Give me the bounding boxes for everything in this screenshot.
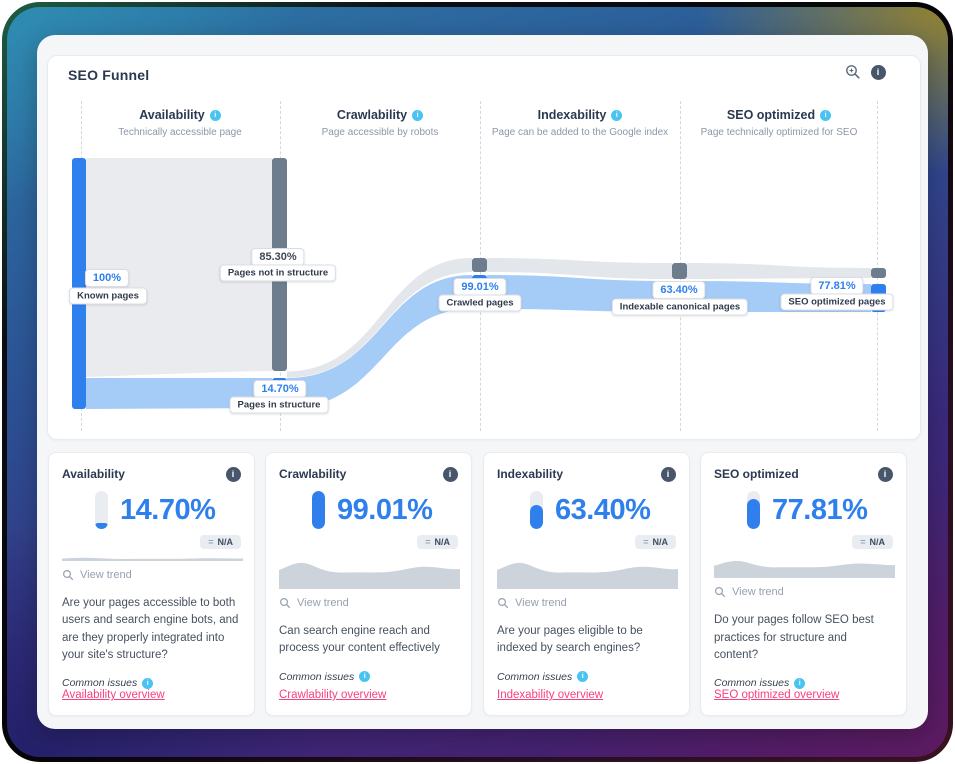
kpi-title: Availability xyxy=(62,467,125,481)
node-value-pages-in-structure: 14.70% xyxy=(253,380,307,398)
kpi-card-availability: Availability i 14.70% = N/A View trend Ar… xyxy=(48,452,255,716)
info-icon: i xyxy=(359,671,371,682)
common-issues[interactable]: Common issues i xyxy=(279,671,458,683)
kpi-title: SEO optimized xyxy=(714,467,799,481)
gauge-icon xyxy=(530,491,543,529)
kpi-card-seo-optimized: SEO optimized i 77.81% = N/A View trend D… xyxy=(700,452,907,716)
info-icon: i xyxy=(142,677,154,689)
kpi-value: 77.81% xyxy=(772,493,868,526)
magnifier-icon xyxy=(279,597,291,609)
magnifier-icon xyxy=(62,569,74,581)
info-icon[interactable]: i xyxy=(660,466,676,482)
column-header-indexability: Indexability i Page can be added to the G… xyxy=(491,108,669,138)
info-icon[interactable]: i xyxy=(225,466,241,482)
node-label-indexable-canonical-pages: Indexable canonical pages xyxy=(611,298,749,316)
trend-sparkline xyxy=(279,562,460,589)
kpi-description: Do your pages follow SEO best practices … xyxy=(714,614,874,661)
funnel-sankey-chart xyxy=(72,158,886,409)
info-icon[interactable]: i xyxy=(820,109,832,121)
kpi-card-crawlability: Crawlability i 99.01% = N/A View trend Ca… xyxy=(265,452,472,716)
node-label-pages-in-structure: Pages in structure xyxy=(229,396,329,414)
info-icon: i xyxy=(794,677,806,689)
view-trend-button[interactable]: View trend xyxy=(279,597,458,609)
node-label-crawled-pages: Crawled pages xyxy=(438,294,522,312)
common-issues[interactable]: Common issues i xyxy=(62,677,241,689)
dashboard-panel: SEO Funnel i Availa xyxy=(37,35,928,729)
funnel-toolbar: i xyxy=(845,64,886,80)
kpi-value: 14.70% xyxy=(120,493,216,526)
page-title: SEO Funnel xyxy=(68,67,150,83)
kpi-title: Indexability xyxy=(497,467,564,481)
info-icon[interactable]: i xyxy=(442,466,458,482)
common-issues[interactable]: Common issues i xyxy=(714,677,893,689)
kpi-value: 99.01% xyxy=(337,493,433,526)
common-issues[interactable]: Common issues i xyxy=(497,671,676,683)
column-header-seo-optimized: SEO optimized i Page technically optimize… xyxy=(700,108,858,138)
magnifier-icon xyxy=(497,597,509,609)
view-trend-button[interactable]: View trend xyxy=(714,586,893,598)
info-icon[interactable]: i xyxy=(611,109,623,121)
node-value-pages-not-in-structure: 85.30% xyxy=(251,248,305,266)
gauge-icon xyxy=(747,491,760,529)
info-icon[interactable]: i xyxy=(412,109,424,121)
trend-sparkline xyxy=(62,557,243,561)
node-label-pages-not-in-structure: Pages not in structure xyxy=(219,264,337,282)
view-trend-button[interactable]: View trend xyxy=(497,597,676,609)
overview-link[interactable]: Indexability overview xyxy=(497,689,604,701)
trend-sparkline xyxy=(714,560,895,579)
info-icon[interactable]: i xyxy=(209,109,221,121)
gauge-icon xyxy=(95,491,108,529)
overview-link[interactable]: Crawlability overview xyxy=(279,689,387,701)
trend-sparkline xyxy=(497,562,678,589)
column-header-availability: Availability i Technically accessible pag… xyxy=(118,108,242,138)
kpi-description: Are your pages accessible to both users … xyxy=(62,597,239,661)
node-label-known-pages: Known pages xyxy=(69,287,147,305)
node-label-seo-optimized-pages: SEO optimized pages xyxy=(780,293,894,311)
kpi-card-indexability: Indexability i 63.40% = N/A View trend Ar… xyxy=(483,452,690,716)
node-value-known-pages: 100% xyxy=(84,269,130,287)
kpi-description: Are your pages eligible to be indexed by… xyxy=(497,625,643,655)
view-trend-button[interactable]: View trend xyxy=(62,569,241,581)
trend-badge: = N/A xyxy=(635,535,676,549)
node-value-crawled-pages: 99.01% xyxy=(453,278,507,296)
trend-badge: = N/A xyxy=(417,535,458,549)
info-icon: i xyxy=(577,671,589,682)
info-icon[interactable]: i xyxy=(877,466,893,482)
kpi-value: 63.40% xyxy=(555,493,651,526)
kpi-description: Can search engine reach and process your… xyxy=(279,625,440,655)
node-value-indexable-canonical-pages: 63.40% xyxy=(652,281,706,299)
trend-badge: = N/A xyxy=(200,535,241,549)
zoom-icon[interactable] xyxy=(845,64,861,80)
magnifier-icon xyxy=(714,587,726,598)
column-divider xyxy=(877,101,878,431)
node-value-seo-optimized-pages: 77.81% xyxy=(810,277,864,295)
overview-link[interactable]: SEO optimized overview xyxy=(714,689,840,701)
seo-funnel-card: SEO Funnel i Availa xyxy=(47,55,921,440)
overview-link[interactable]: Availability overview xyxy=(62,689,165,701)
info-icon[interactable]: i xyxy=(870,64,886,80)
gauge-icon xyxy=(312,491,325,529)
kpi-title: Crawlability xyxy=(279,467,347,481)
column-header-crawlability: Crawlability i Page accessible by robots xyxy=(321,108,439,138)
trend-badge: = N/A xyxy=(852,535,893,549)
